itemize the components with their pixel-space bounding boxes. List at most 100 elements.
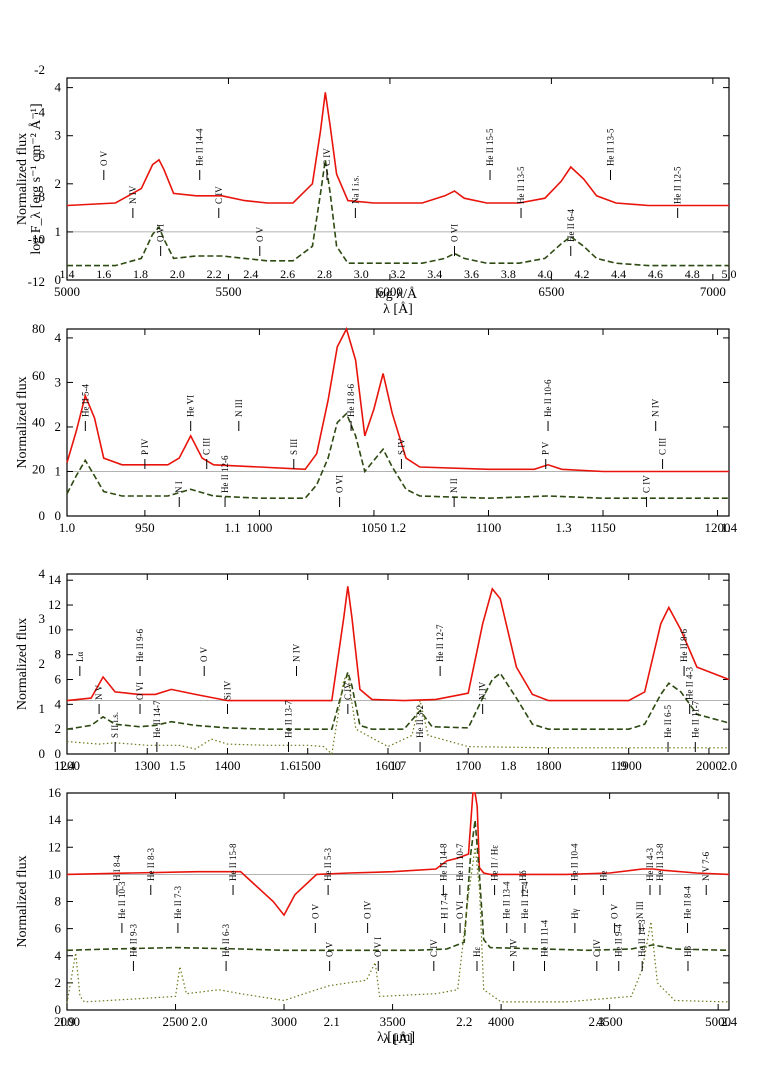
line-id-label: Si IV <box>222 680 232 700</box>
y-tick-label: 4 <box>55 80 62 95</box>
line-id-label: N III <box>635 901 645 919</box>
panel-3: 1200 1300 1400 1500 1600 1700 1800 1900 20000246… <box>15 566 737 773</box>
line-id-label: He II 12-6 <box>220 455 230 493</box>
line-id-label: N IV <box>291 643 301 662</box>
line-id-label: Hε <box>472 947 482 957</box>
line-id-label: He II / Hε <box>490 845 500 881</box>
line-id-label: N V 7-6 <box>701 851 711 881</box>
x-tick-label: 2000 <box>696 758 722 773</box>
line-id-label: S IV <box>396 438 406 455</box>
x-tick-label: 3000 <box>271 1014 297 1029</box>
line-id-label: He II 13-5 <box>605 128 615 166</box>
line-id-label: He II 12-4 <box>520 881 530 919</box>
overlay-x-tick-label: 2.1 <box>324 1014 340 1029</box>
line-id-label: H I 8-4 <box>112 855 122 881</box>
line-id-label: O V I <box>373 937 383 957</box>
plot-frame <box>66 328 730 517</box>
overlay-x-tick-label: 3.0 <box>354 267 369 281</box>
y-tick-label: 0 <box>55 1002 62 1017</box>
line-id-label: He II 13-5 <box>516 166 526 204</box>
x-tick-label: 1600 <box>375 758 401 773</box>
line-id-label: O V <box>99 150 109 166</box>
overlay-x-tick-label: 4.8 <box>685 267 700 281</box>
x-tick-label: 6000 <box>377 284 403 299</box>
overlay-y-tick-label: 3 <box>39 611 46 626</box>
x-tick-label: 1300 <box>134 758 160 773</box>
series-line-2 <box>66 412 729 500</box>
x-tick-label: 1700 <box>455 758 481 773</box>
x-tick-label: 1000 <box>246 520 272 535</box>
line-id-label: C IV <box>429 939 439 957</box>
y-tick-label: 0 <box>55 272 62 287</box>
overlay-x-tick-label: 1.8 <box>133 267 148 281</box>
x-tick-label: 1200 <box>705 520 731 535</box>
line-id-label: Na I i.s. <box>350 176 360 205</box>
plot-frame <box>66 792 730 1011</box>
overlay-x-tick-label: 1.6 <box>280 758 297 773</box>
overlay-x-tick-label: 2.3 <box>588 1014 604 1029</box>
series-line-2 <box>67 159 729 267</box>
overlay-y-tick-label: -4 <box>34 104 45 119</box>
x-tick-label: 5000 <box>705 1014 731 1029</box>
x-tick-label: 5500 <box>215 284 241 299</box>
line-id-label: He II 12-5 <box>673 166 683 204</box>
line-id-label: S III <box>289 439 299 455</box>
line-id-label: He II 7-3 <box>173 886 183 919</box>
line-id-label: O VI <box>335 475 345 493</box>
line-id-label: O V <box>255 226 265 242</box>
overlay-x-tick-label: 2.2 <box>456 1014 472 1029</box>
line-id-label: C IV <box>214 186 224 204</box>
line-id-label: He II 14-8 <box>438 843 448 881</box>
line-id-label: O V <box>610 903 620 919</box>
x-tick-label: 4500 <box>597 1014 623 1029</box>
plot-frame <box>66 573 730 755</box>
overlay-x-tick-label: 3.8 <box>501 267 516 281</box>
y-tick-label: 10 <box>48 622 61 637</box>
overlay-y-tick-label: 40 <box>32 415 45 430</box>
line-id-label: He II 8-3 <box>146 848 156 881</box>
y-tick-label: 3 <box>55 374 62 389</box>
overlay-y-tick-label: -2 <box>34 62 45 77</box>
line-id-label: He II 15-5 <box>485 128 495 166</box>
overlay-y-axis-label: log F_λ [erg s⁻¹ cm⁻² Å⁻¹] <box>28 103 44 254</box>
line-id-label: He II 6-5 <box>663 705 673 738</box>
line-id-label: He II 13-4 <box>502 881 512 919</box>
overlay-y-tick-label: 1 <box>39 701 46 716</box>
x-axis-label: λ [Å] <box>383 301 413 317</box>
y-tick-label: 12 <box>48 839 61 854</box>
line-id-label: He II 10-7 <box>455 843 465 881</box>
line-id-label: He II 10-6 <box>543 379 553 417</box>
overlay-x-tick-label: 1.4 <box>721 520 738 535</box>
overlay-y-tick-label: 4 <box>39 566 46 581</box>
y-tick-label: 14 <box>48 812 62 827</box>
line-id-label: He II 6-3 <box>221 924 231 957</box>
line-id-label: N IV <box>509 938 519 957</box>
overlay-y-tick-label: -6 <box>34 147 45 162</box>
overlay-x-tick-label: 1.9 <box>611 758 627 773</box>
x-tick-label: 5000 <box>54 284 80 299</box>
overlay-y-tick-label: -8 <box>34 189 45 204</box>
line-id-label: N III <box>234 399 244 417</box>
overlay-y-tick-label: 0 <box>39 746 46 761</box>
y-axis-label: Normalized flux <box>15 855 30 947</box>
line-id-label: He II 4-3 <box>645 848 655 881</box>
x-axis-label: λ [Å] <box>383 1031 413 1047</box>
y-tick-label: 4 <box>55 948 62 963</box>
overlay-y-tick-label: 80 <box>32 321 45 336</box>
line-id-label: Hδ <box>518 870 528 881</box>
series-line-1 <box>66 586 730 702</box>
x-tick-label: 6500 <box>538 284 564 299</box>
y-tick-label: 6 <box>55 921 62 936</box>
line-id-label: P IV <box>140 438 150 455</box>
y-tick-label: 16 <box>48 785 62 800</box>
panel-2: 950 1000 1050 1100 1150 1200012340204060801.0… <box>15 321 738 535</box>
overlay-x-tick-label: 2.2 <box>207 267 222 281</box>
y-tick-label: 3 <box>55 128 62 143</box>
line-id-label: He <box>598 871 608 882</box>
line-id-label: He II 6-4 <box>566 209 576 242</box>
x-tick-label: 1500 <box>295 758 321 773</box>
y-tick-label: 8 <box>55 894 62 909</box>
overlay-x-tick-label: 1.0 <box>59 520 75 535</box>
overlay-x-tick-label: 1.4 <box>60 267 75 281</box>
y-tick-label: 10 <box>48 866 61 881</box>
